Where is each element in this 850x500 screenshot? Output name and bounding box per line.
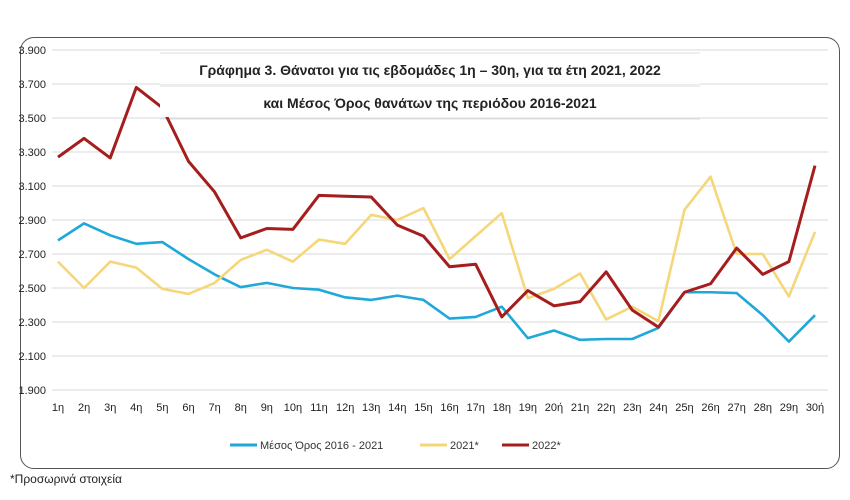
x-tick-label: 7η xyxy=(208,402,220,414)
chart-subtitle: και Μέσος Όρος θανάτων της περιόδου 2016… xyxy=(263,95,597,111)
x-tick-label: 15η xyxy=(414,402,432,414)
legend-label-2: 2022* xyxy=(532,440,561,452)
x-tick-label: 12η xyxy=(336,402,354,414)
x-tick-label: 2η xyxy=(78,402,90,414)
x-tick-label: 17η xyxy=(466,402,484,414)
title-bg xyxy=(160,55,700,84)
x-tick-label: 4η xyxy=(130,402,142,414)
x-tick-label: 23η xyxy=(623,402,641,414)
x-tick-label: 30ή xyxy=(806,402,824,414)
series-line-2 xyxy=(57,85,817,329)
y-tick-label: 2.900 xyxy=(18,215,46,227)
subtitle-bg xyxy=(160,88,700,117)
footnote: *Προσωρινά στοιχεία xyxy=(10,472,122,486)
legend-label-0: Μέσος Όρος 2016 - 2021 xyxy=(260,440,383,452)
x-tick-label: 27η xyxy=(728,402,746,414)
x-tick-label: 11η xyxy=(310,402,328,414)
x-tick-label: 26η xyxy=(701,402,719,414)
x-tick-label: 6η xyxy=(182,402,194,414)
x-tick-label: 3η xyxy=(104,402,116,414)
y-tick-label: 3.700 xyxy=(18,79,46,91)
x-tick-label: 28η xyxy=(754,402,772,414)
y-tick-label: 2.100 xyxy=(18,351,46,363)
chart-title: Γράφημα 3. Θάνατοι για τις εβδομάδες 1η … xyxy=(199,62,661,78)
x-tick-label: 14η xyxy=(388,402,406,414)
x-tick-label: 18η xyxy=(493,402,511,414)
legend-label-1: 2021* xyxy=(450,440,479,452)
series-line-0 xyxy=(57,222,816,343)
y-tick-label: 3.900 xyxy=(18,45,46,57)
y-tick-label: 2.700 xyxy=(18,249,46,261)
x-tick-label: 10η xyxy=(284,402,302,414)
x-tick-label: 16η xyxy=(440,402,458,414)
chart-frame xyxy=(20,37,840,469)
x-tick-label: 20ή xyxy=(545,402,563,414)
x-tick-label: 8η xyxy=(235,402,247,414)
x-tick-label: 25η xyxy=(675,402,693,414)
x-tick-label: 19η xyxy=(519,402,537,414)
x-tick-label: 21η xyxy=(571,402,589,414)
x-tick-label: 29η xyxy=(780,402,798,414)
y-tick-label: 2.300 xyxy=(18,317,46,329)
series-line-1 xyxy=(57,175,817,323)
y-tick-label: 1.900 xyxy=(18,385,46,397)
y-tick-label: 3.100 xyxy=(18,181,46,193)
x-tick-label: 13η xyxy=(362,402,380,414)
x-tick-label: 22η xyxy=(597,402,615,414)
y-tick-label: 2.500 xyxy=(18,283,46,295)
x-tick-label: 5η xyxy=(156,402,168,414)
x-tick-label: 24η xyxy=(649,402,667,414)
y-tick-label: 3.300 xyxy=(18,147,46,159)
y-tick-label: 3.500 xyxy=(18,113,46,125)
x-tick-label: 1η xyxy=(52,402,64,414)
x-tick-label: 9η xyxy=(261,402,273,414)
